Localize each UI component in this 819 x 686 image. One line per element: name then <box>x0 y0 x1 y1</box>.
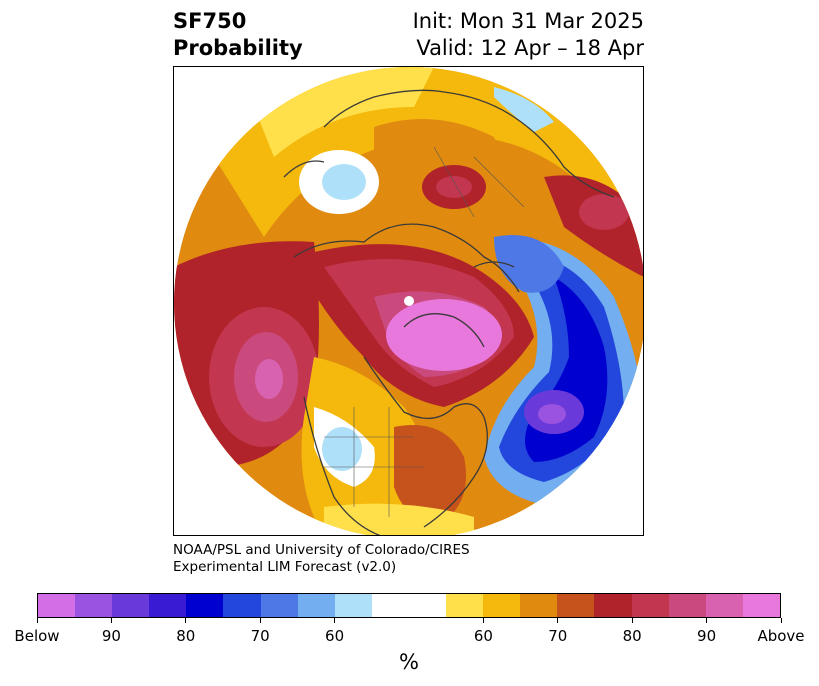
colorbar-tick-label: 80 <box>176 627 196 645</box>
colorbar-above-segment <box>520 594 558 617</box>
colorbar-above-segment <box>594 594 632 617</box>
colorbar-tick-mark <box>780 618 782 623</box>
coastlines <box>283 89 615 535</box>
colorbar-tick-label: 80 <box>622 627 642 645</box>
colorbar-neutral-segment <box>371 594 447 617</box>
yellow-region-south <box>324 503 474 535</box>
data-credit: NOAA/PSL and University of Colorado/CIRE… <box>173 542 470 576</box>
init-date: Init: Mon 31 Mar 2025 <box>412 9 644 33</box>
title-left: SF750 Probability <box>173 8 303 62</box>
colorbar-tick-label: 90 <box>101 627 121 645</box>
map-panel <box>173 66 644 536</box>
colorbar-tick-mark <box>259 618 261 623</box>
colorbar-above-segment <box>446 594 484 617</box>
pink-spot-north <box>436 176 472 198</box>
colorbar-above-segment <box>742 594 780 617</box>
pink-region-east <box>579 194 629 230</box>
colorbar-below-segment <box>38 594 76 617</box>
colorbar-below-segment <box>260 594 298 617</box>
light-magenta-west <box>255 359 283 399</box>
credit-line-1: NOAA/PSL and University of Colorado/CIRE… <box>173 542 470 558</box>
colorbar-tick-label: 90 <box>697 627 717 645</box>
title-right: Init: Mon 31 Mar 2025 Valid: 12 Apr – 18… <box>330 8 644 62</box>
colorbar-below-segment <box>297 594 335 617</box>
colorbar-tick-mark <box>185 618 187 623</box>
light-blue-top-right <box>494 87 554 132</box>
colorbar-tick-label: 70 <box>548 627 568 645</box>
colorbar-tick-label: 60 <box>325 627 345 645</box>
violet-core-atlantic <box>538 404 566 424</box>
light-blue-north-america <box>322 427 362 471</box>
colorbar-tick-mark <box>557 618 559 623</box>
colorbar-above-segment <box>668 594 706 617</box>
colorbar-unit: % <box>399 650 419 674</box>
variable-title: SF750 <box>173 9 247 33</box>
credit-line-2: Experimental LIM Forecast (v2.0) <box>173 559 397 575</box>
colorbar-tick-mark <box>706 618 708 623</box>
borders <box>324 146 525 517</box>
colorbar-above-segment <box>631 594 669 617</box>
valid-range: Valid: 12 Apr – 18 Apr <box>416 36 644 60</box>
colorbar-tick-label: Below <box>14 627 60 645</box>
colorbar-tick-mark <box>334 618 336 623</box>
colorbar-above-segment <box>483 594 521 617</box>
bright-magenta-central <box>386 299 502 371</box>
colorbar-tick-mark <box>110 618 112 623</box>
colorbar-tick-mark <box>482 618 484 623</box>
colorbar-below-segment <box>223 594 261 617</box>
blue-region-europe <box>494 235 564 293</box>
north-pole-marker <box>404 296 414 306</box>
probability-map <box>174 67 643 535</box>
orange-region-eastern-us <box>394 425 466 527</box>
colorbar-below-segment <box>334 594 372 617</box>
colorbar-below-segment <box>186 594 224 617</box>
colorbar-below-segment <box>149 594 187 617</box>
colorbar-below-segment <box>112 594 150 617</box>
colorbar-tick-label: Above <box>757 627 805 645</box>
light-blue-north-west-core <box>322 164 366 200</box>
colorbar-below-segment <box>75 594 113 617</box>
colorbar-above-segment <box>557 594 595 617</box>
variable-subtitle: Probability <box>173 36 303 60</box>
colorbar-tick-mark <box>631 618 633 623</box>
colorbar-tick-mark <box>36 618 38 623</box>
colorbar-tick-label: 60 <box>473 627 493 645</box>
colorbar-above-segment <box>705 594 743 617</box>
colorbar <box>37 593 781 618</box>
colorbar-tick-label: 70 <box>250 627 270 645</box>
